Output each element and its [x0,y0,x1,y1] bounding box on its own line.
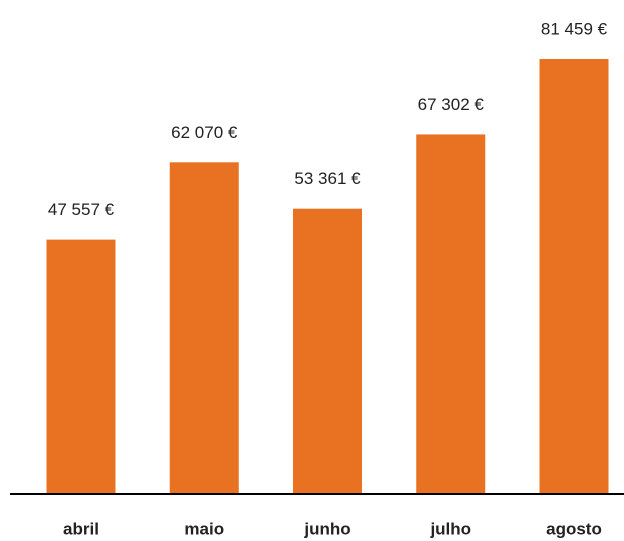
bar [46,239,116,493]
bar [293,208,362,493]
value-label: 53 361 € [294,169,361,188]
x-tick-label: agosto [546,519,602,538]
bar [169,162,239,493]
x-tick-label: abril [63,519,99,538]
value-label: 67 302 € [418,95,485,114]
value-label: 47 557 € [48,200,115,219]
value-label: 81 459 € [541,19,608,38]
x-tick-label: julho [429,519,471,538]
x-tick-label: junho [303,519,350,538]
bar [416,134,486,493]
bar [539,59,609,493]
x-tick-label: maio [184,519,224,538]
value-label: 62 070 € [171,123,238,142]
